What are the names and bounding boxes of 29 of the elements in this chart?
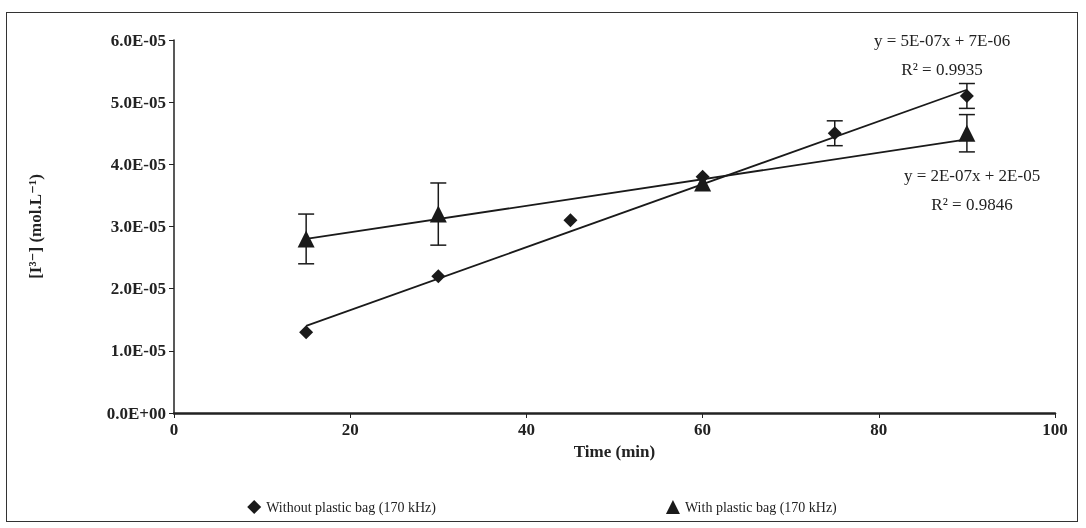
x-tick-label: 0 xyxy=(169,420,179,439)
legend-label: With plastic bag (170 kHz) xyxy=(684,499,838,516)
annotation: R² = 0.9935 xyxy=(901,59,983,79)
x-tick-label: 20 xyxy=(341,420,359,439)
y-tick-label: 6.0E-05 xyxy=(110,30,166,50)
x-tick-label: 100 xyxy=(1042,420,1068,439)
y-tick-label: 0.0E+00 xyxy=(106,403,166,423)
point xyxy=(563,213,578,228)
y-tick-label: 2.0E-05 xyxy=(110,279,166,299)
annotation: y = 2E-07x + 2E-05 xyxy=(903,165,1041,185)
y-tick-label: 1.0E-05 xyxy=(110,341,166,361)
point xyxy=(297,230,315,248)
point xyxy=(959,88,974,103)
y-tick-label: 5.0E-05 xyxy=(110,92,166,112)
x-tick-label: 40 xyxy=(517,420,535,439)
point xyxy=(299,325,314,340)
x-tick-label: 80 xyxy=(870,420,888,439)
y-tick-label: 4.0E-05 xyxy=(110,154,166,174)
annotation: R² = 0.9846 xyxy=(931,194,1013,214)
y-axis-title: [I³⁻] (mol.L⁻¹) xyxy=(26,174,45,279)
x-axis-title: Time (min) xyxy=(573,442,656,461)
annotation: y = 5E-07x + 7E-06 xyxy=(873,30,1011,50)
y-tick-label: 3.0E-05 xyxy=(110,217,166,236)
point xyxy=(431,269,446,284)
point xyxy=(429,205,447,223)
legend-label: Without plastic bag (170 kHz) xyxy=(266,499,437,516)
x-tick-label: 60 xyxy=(694,420,712,439)
point xyxy=(827,126,842,141)
point xyxy=(958,124,976,142)
